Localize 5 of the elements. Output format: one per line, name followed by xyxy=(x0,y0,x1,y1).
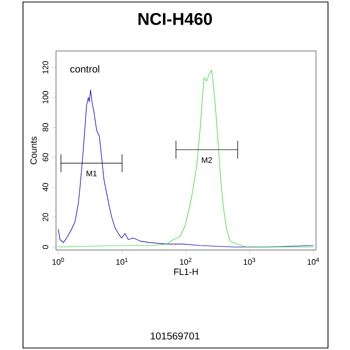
x-axis-title: FL1-H xyxy=(174,268,198,275)
chart-title: NCI-H460 xyxy=(138,13,212,25)
text: 101569701 xyxy=(150,332,200,340)
annotation: control xyxy=(70,65,100,73)
y-axis-title: Counts xyxy=(30,136,37,164)
